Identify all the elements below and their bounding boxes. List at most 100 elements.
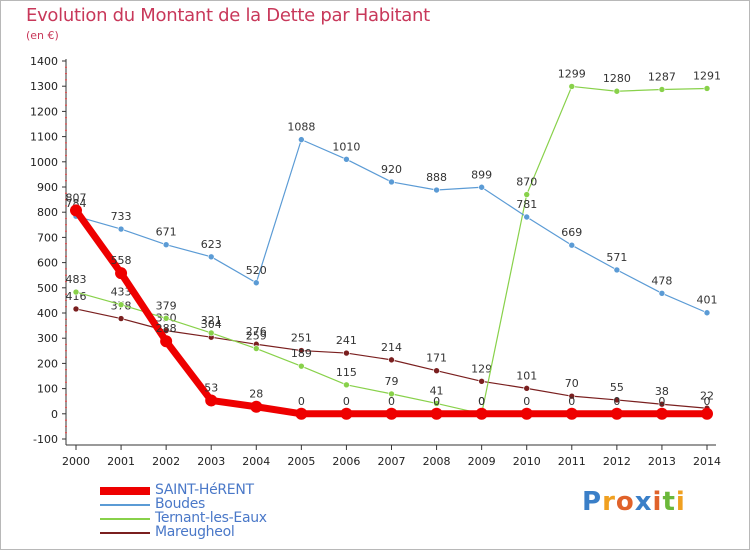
y-minor-dot [65, 129, 67, 132]
data-point-mareugheol [658, 400, 666, 408]
y-minor-dot [65, 274, 67, 277]
data-point-mareugheol [72, 305, 80, 313]
y-tick-label: 100 [37, 383, 58, 396]
data-label-ternant-les-eaux: 115 [336, 366, 357, 379]
data-point-ternant-les-eaux [568, 83, 576, 90]
legend-label-mareugheol: Mareugheol [155, 524, 235, 540]
y-minor-dot [65, 305, 67, 308]
x-tick-label: 2010 [513, 455, 541, 468]
data-point-mareugheol [433, 367, 440, 375]
data-label-ternant-les-eaux: 1287 [648, 70, 676, 83]
data-point-saint-h-rent [160, 335, 173, 348]
data-label-saint-h-rent: 0 [298, 395, 305, 408]
x-tick-label: 2011 [558, 455, 586, 468]
y-minor-dot [65, 318, 67, 321]
data-label-mareugheol: 241 [336, 334, 357, 347]
data-label-ternant-les-eaux: 433 [111, 286, 132, 299]
y-minor-dot [65, 97, 67, 100]
data-label-boudes: 520 [246, 264, 267, 277]
y-minor-dot [65, 293, 67, 295]
data-label-boudes: 571 [606, 251, 627, 264]
data-label-boudes: 671 [156, 226, 177, 239]
logo-letter: o [615, 487, 635, 517]
data-label-boudes: 920 [381, 163, 402, 176]
chart-subtitle: (en €) [26, 29, 59, 42]
data-point-boudes [343, 155, 350, 163]
data-point-mareugheol [613, 396, 621, 404]
y-tick-label: 900 [37, 181, 58, 194]
y-tick-label: -100 [33, 433, 58, 446]
x-tick-label: 2005 [287, 455, 315, 468]
data-point-saint-h-rent [340, 407, 353, 420]
y-minor-dot [65, 368, 67, 371]
data-label-ternant-les-eaux: 1291 [693, 69, 721, 82]
x-tick-label: 2013 [648, 455, 676, 468]
data-point-saint-h-rent [115, 267, 128, 280]
y-minor-dot [65, 116, 67, 119]
data-point-saint-h-rent [475, 407, 488, 420]
x-tick-label: 2004 [242, 455, 270, 468]
x-tick-label: 2003 [197, 455, 225, 468]
x-tick-label: 2009 [468, 455, 496, 468]
data-point-boudes [523, 213, 531, 221]
y-minor-dot [65, 349, 67, 352]
data-point-ternant-les-eaux [72, 288, 80, 296]
y-minor-dot [65, 242, 67, 245]
data-point-saint-h-rent [520, 407, 533, 420]
y-minor-dot [65, 167, 67, 170]
data-point-boudes [703, 309, 711, 317]
data-point-saint-h-rent [205, 394, 218, 407]
data-label-boudes: 784 [66, 197, 87, 210]
data-label-boudes: 899 [471, 168, 492, 181]
data-point-saint-h-rent [655, 407, 668, 420]
y-minor-dot [65, 419, 67, 421]
data-label-boudes: 669 [561, 226, 582, 239]
data-point-mareugheol [298, 347, 305, 354]
x-tick-label: 2008 [423, 455, 451, 468]
data-label-boudes: 1010 [332, 140, 360, 153]
x-tick-label: 2006 [332, 455, 360, 468]
data-point-mareugheol [117, 315, 125, 322]
data-point-boudes [613, 266, 621, 274]
data-point-saint-h-rent [701, 407, 713, 420]
data-point-boudes [568, 241, 576, 249]
data-point-mareugheol [523, 385, 531, 392]
data-point-ternant-les-eaux [207, 329, 215, 337]
y-minor-dot [65, 343, 67, 346]
y-minor-dot [65, 268, 67, 270]
data-point-boudes [117, 225, 125, 233]
logo-letter: P [582, 487, 603, 517]
y-minor-dot [65, 280, 67, 283]
data-label-saint-h-rent: 28 [249, 388, 263, 401]
x-tick-label: 2000 [62, 455, 90, 468]
y-minor-dot [65, 72, 67, 75]
data-label-ternant-les-eaux: 189 [291, 347, 312, 360]
y-minor-dot [65, 205, 67, 207]
data-point-ternant-les-eaux [343, 381, 350, 389]
data-point-saint-h-rent [295, 407, 308, 420]
data-label-saint-h-rent: 0 [704, 395, 711, 408]
chart-title: Evolution du Montant de la Dette par Hab… [26, 5, 430, 26]
data-point-ternant-les-eaux [162, 314, 170, 322]
data-point-saint-h-rent [565, 407, 578, 420]
data-label-boudes: 478 [651, 274, 672, 287]
data-point-saint-h-rent [610, 407, 623, 420]
y-minor-dot [65, 148, 67, 151]
y-minor-dot [65, 223, 67, 226]
y-tick-label: 1200 [30, 105, 58, 118]
data-label-boudes: 733 [111, 210, 132, 223]
data-label-mareugheol: 251 [291, 332, 312, 345]
y-minor-dot [65, 230, 67, 233]
y-minor-dot [65, 123, 67, 125]
data-point-ternant-les-eaux [117, 301, 125, 308]
data-point-boudes [298, 136, 305, 143]
y-tick-label: 1000 [30, 156, 58, 169]
y-minor-dot [65, 431, 67, 434]
logo-letter: t [662, 487, 676, 517]
data-label-ternant-les-eaux: 1299 [558, 67, 586, 80]
data-point-ternant-les-eaux [658, 86, 666, 93]
y-minor-dot [65, 198, 67, 201]
y-minor-dot [65, 255, 67, 258]
y-minor-dot [65, 142, 67, 144]
